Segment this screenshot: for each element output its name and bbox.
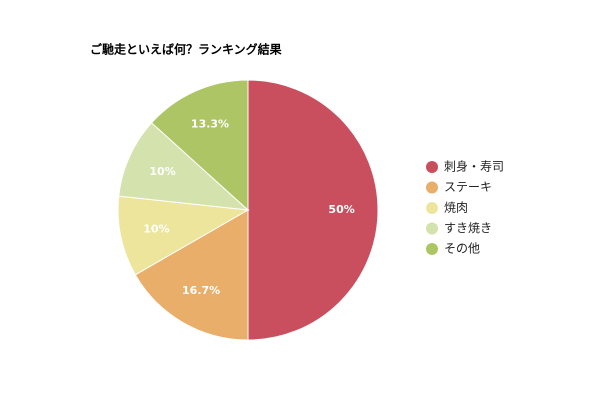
data-label: 16.7% — [182, 284, 220, 297]
data-label: 50% — [328, 203, 354, 216]
chart-title: ご馳走といえば何？ランキング結果 — [90, 42, 282, 57]
pie-slice — [247, 79, 379, 341]
data-label: 10% — [149, 165, 175, 178]
pie-slice — [150, 79, 249, 212]
pie-slice — [134, 209, 249, 341]
legend-marker — [426, 202, 438, 214]
legend-label: その他 — [444, 242, 480, 256]
pie-slice — [117, 195, 250, 276]
legend-marker — [426, 181, 438, 194]
pie-slice — [118, 122, 250, 211]
legend-marker — [426, 243, 438, 255]
data-label: 13.3% — [191, 117, 229, 130]
legend-label: 刺身・寿司 — [444, 159, 504, 174]
legend-label: ステーキ — [444, 180, 492, 194]
legend-label: すき焼き — [444, 221, 492, 235]
legend-marker — [426, 161, 438, 173]
data-label: 10% — [143, 222, 169, 235]
legend-label: 焼肉 — [444, 201, 468, 215]
legend-marker — [426, 222, 438, 235]
